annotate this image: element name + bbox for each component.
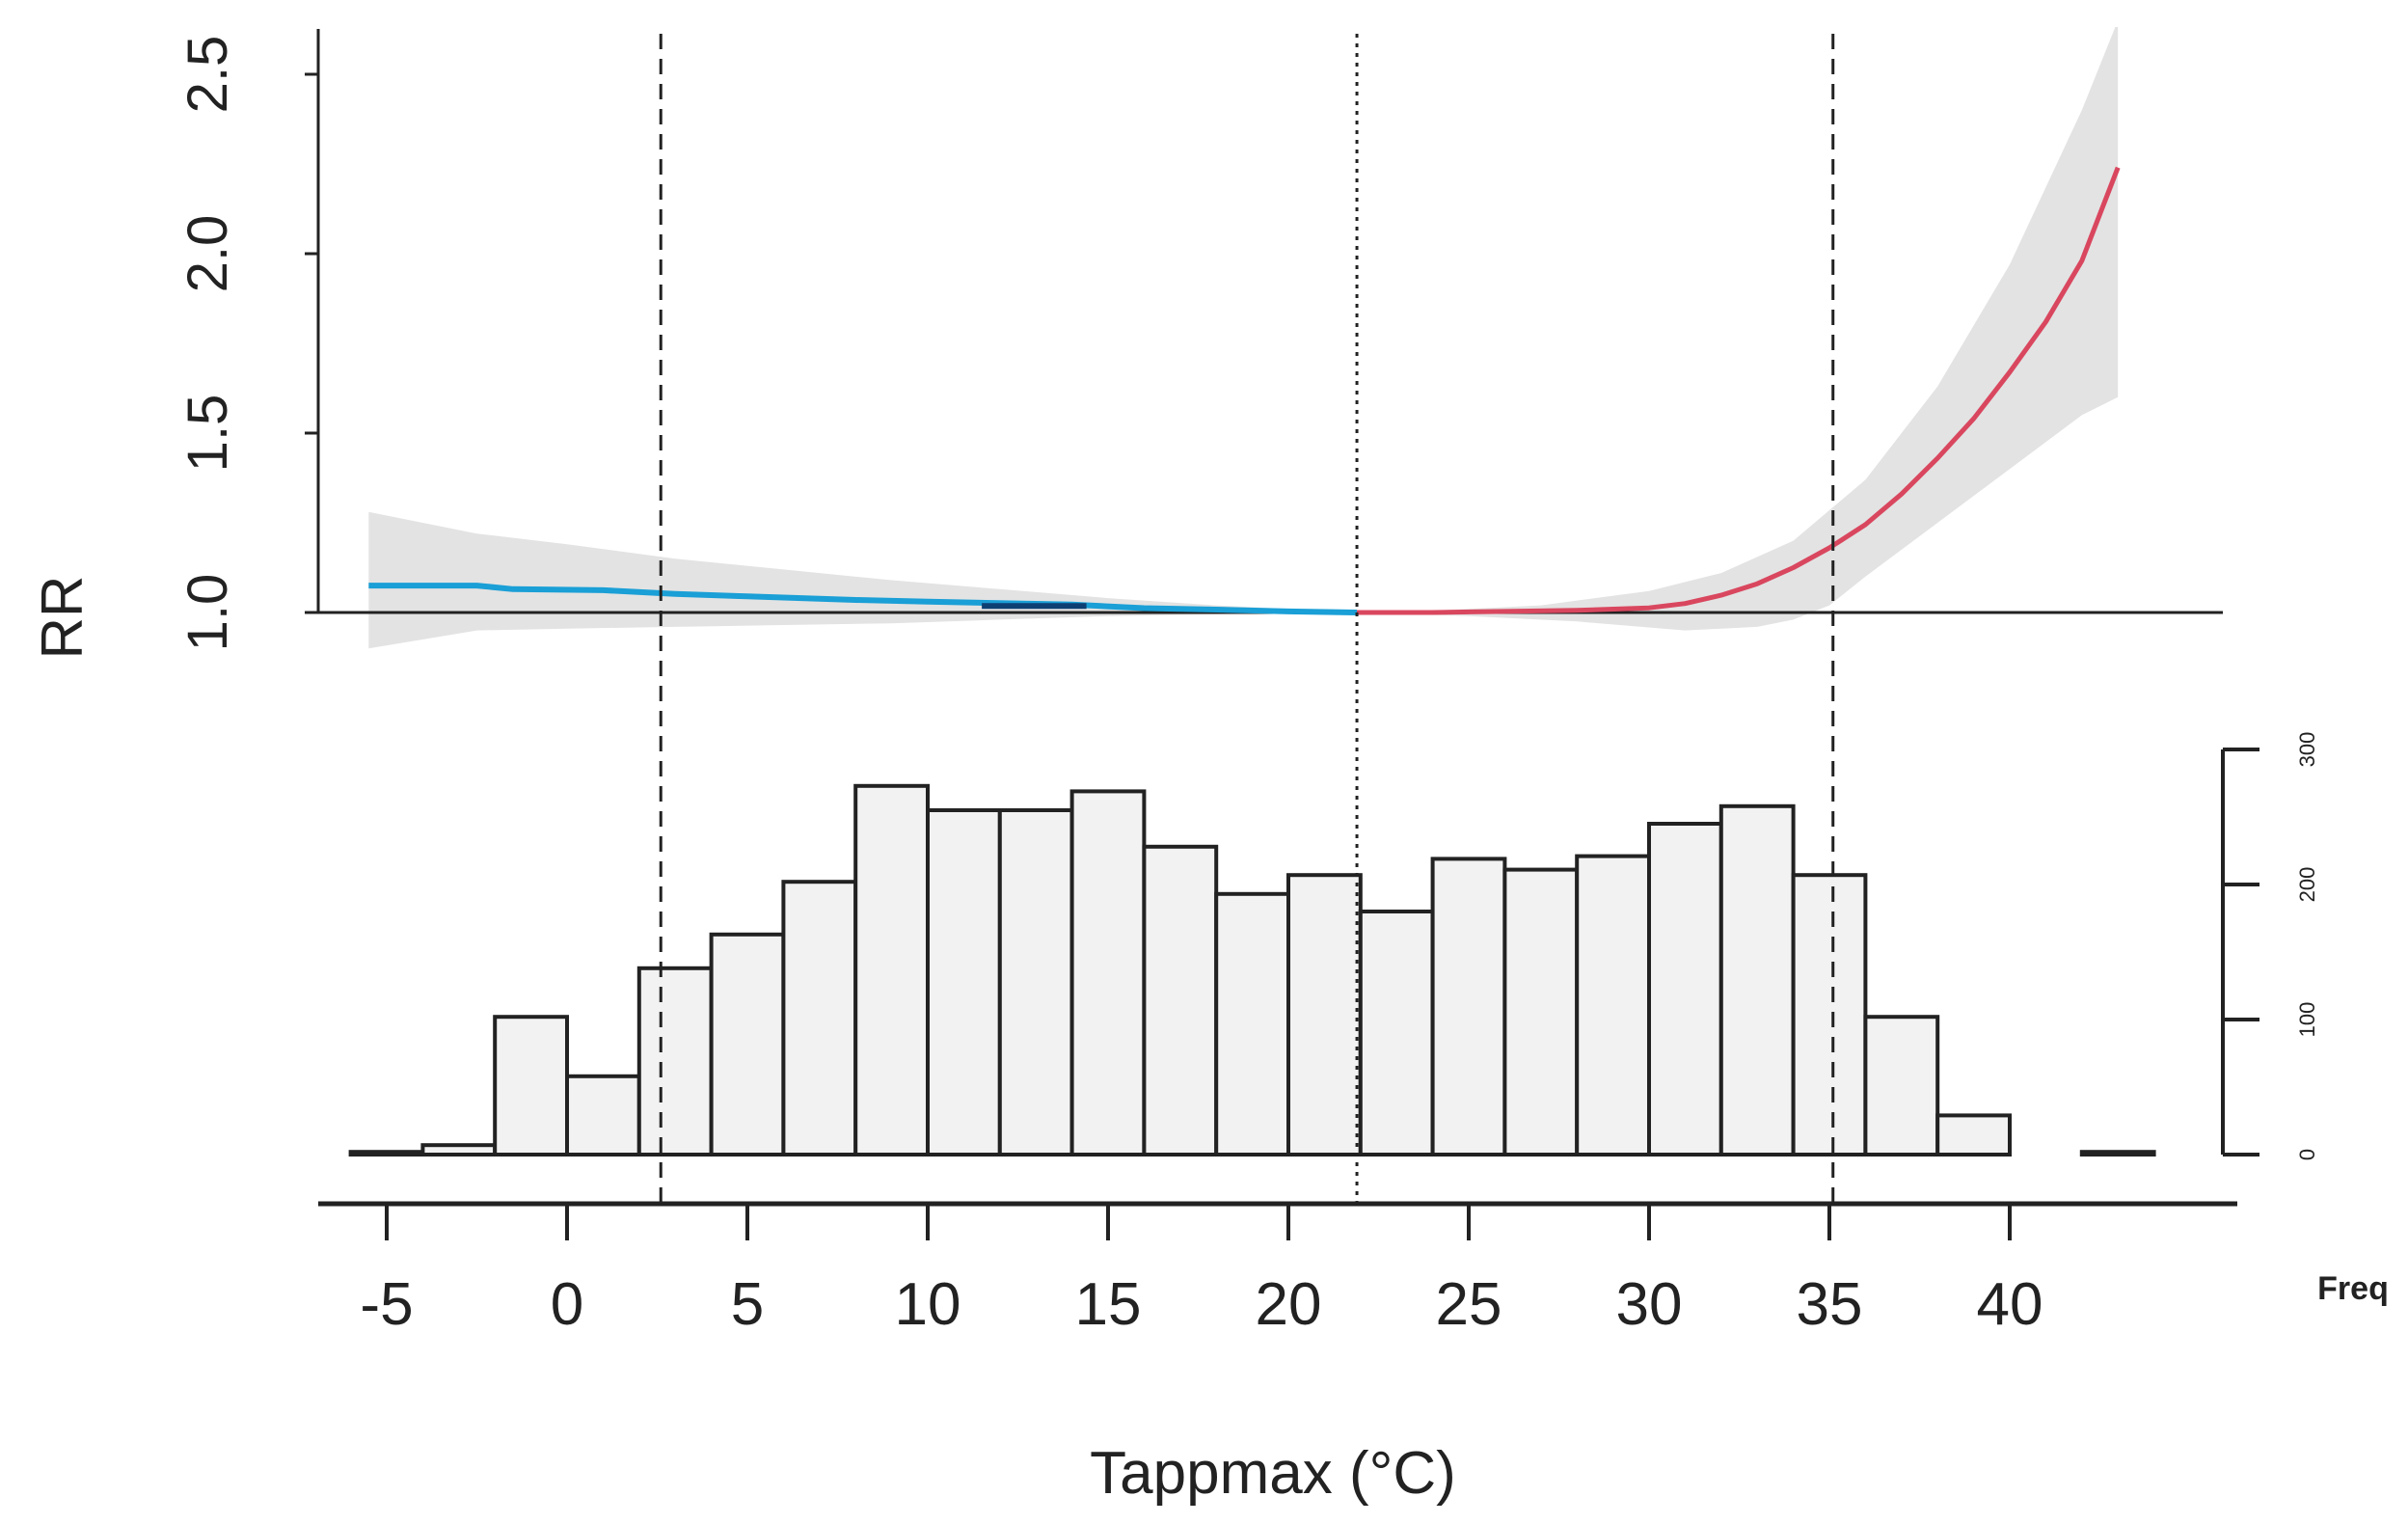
freq-axis-label: Freq <box>2317 1270 2389 1307</box>
histogram-bar <box>1791 873 1868 1157</box>
histogram-bar <box>1718 803 1796 1157</box>
histogram-bar <box>1863 1015 1940 1157</box>
histogram-bar <box>853 783 931 1157</box>
x-tick-label: 25 <box>1436 1271 1502 1338</box>
rr-y-tick-label: 1.5 <box>176 395 239 473</box>
freq-tick-label: 300 <box>2295 732 2319 768</box>
x-tick-label: 35 <box>1797 1271 1863 1338</box>
histogram-bar <box>1430 857 1507 1157</box>
x-tick-label: 0 <box>551 1271 583 1338</box>
histogram-bar <box>1575 854 1651 1157</box>
x-tick-label: 10 <box>895 1271 961 1338</box>
cold-effect-curve <box>368 583 1358 615</box>
x-axis: -5 0 5 10 15 20 25 30 35 40 <box>318 1201 2237 1338</box>
histogram-bar <box>420 1143 498 1157</box>
histogram-bar <box>1935 1113 2012 1157</box>
x-tick-label: 5 <box>731 1271 764 1338</box>
y-axis-label-rr: RR <box>30 576 95 660</box>
histogram-bar <box>1502 867 1580 1157</box>
axis-labels: RR Tappmax (°C) Freq <box>30 576 2389 1507</box>
rr-y-tick-label: 2.5 <box>176 36 239 114</box>
x-axis-title: Tappmax (°C) <box>1090 1440 1456 1507</box>
confidence-band <box>368 27 2119 649</box>
histogram-bar <box>926 808 1002 1157</box>
histogram-bar <box>636 966 714 1157</box>
x-tick-label: 40 <box>1977 1271 2043 1338</box>
histogram-bar <box>565 1074 641 1157</box>
freq-tick-label: 200 <box>2295 867 2319 903</box>
histogram-bar <box>1647 822 1723 1157</box>
histogram-bar <box>493 1015 570 1157</box>
histogram-bar <box>709 932 786 1157</box>
histogram-bar <box>1286 873 1363 1157</box>
x-tick-label: 15 <box>1075 1271 1142 1338</box>
histogram-panel: 0 100 200 300 <box>348 732 2319 1160</box>
histogram-bar <box>1214 891 1290 1157</box>
x-tick-label: 30 <box>1616 1271 1683 1338</box>
histogram-bar <box>1358 910 1435 1157</box>
freq-tick-label: 0 <box>2295 1149 2319 1160</box>
freq-tick-label: 100 <box>2295 1002 2319 1038</box>
rr-y-tick-label: 2.0 <box>176 215 239 293</box>
x-tick-label: -5 <box>360 1271 413 1338</box>
histogram-bar <box>1069 789 1147 1157</box>
heat-effect-curve <box>1357 166 2121 615</box>
reference-vlines <box>659 34 1835 1204</box>
histogram-bar <box>781 880 858 1157</box>
rr-panel: 1.0 1.5 2.0 2.5 <box>176 27 2223 652</box>
x-tick-label: 20 <box>1256 1271 1322 1338</box>
histogram-bar <box>1142 844 1219 1157</box>
rr-y-tick-label: 1.0 <box>176 574 239 652</box>
histogram-bar <box>348 1150 425 1157</box>
histogram-bar <box>2079 1150 2156 1157</box>
histogram-bar <box>997 808 1074 1157</box>
